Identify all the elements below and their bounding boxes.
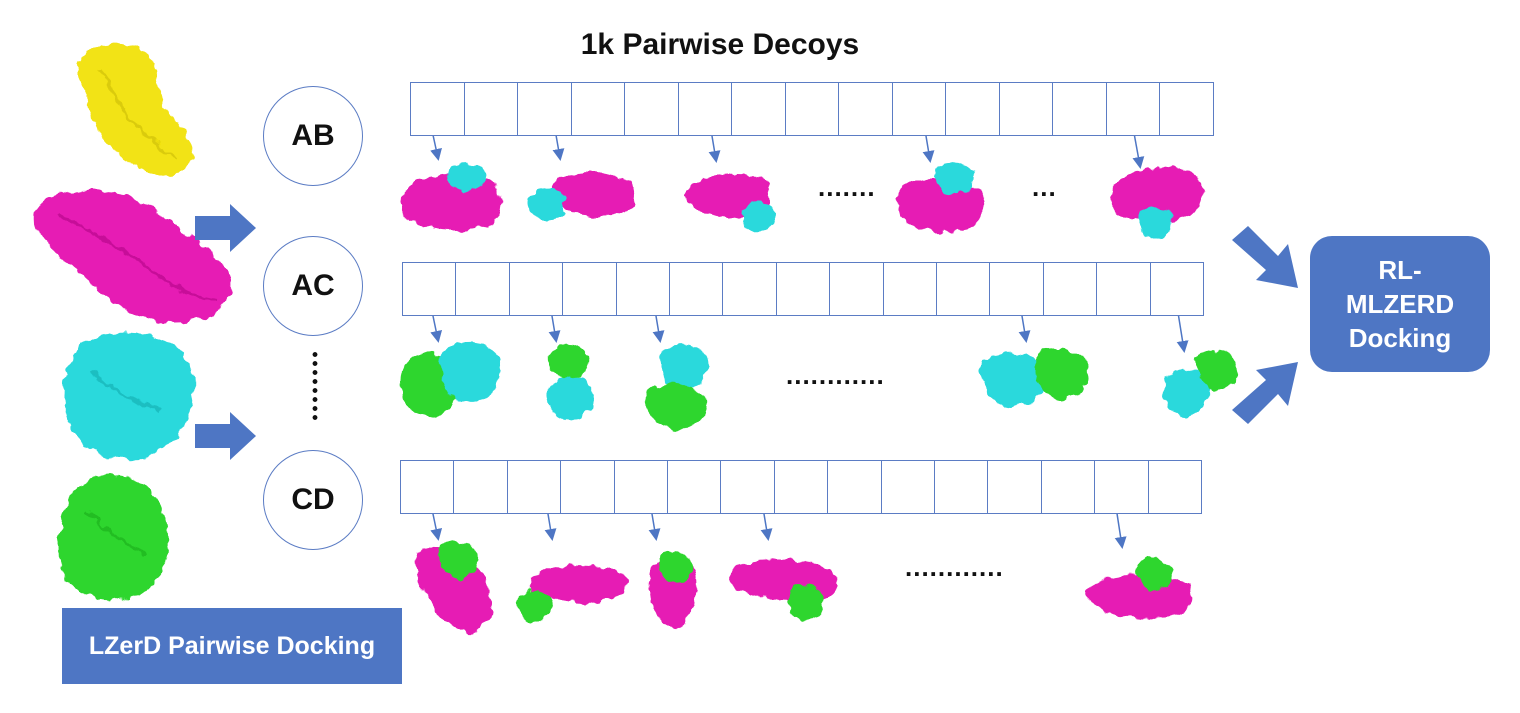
decoy-row-ac bbox=[402, 262, 1204, 316]
pair-circle-ab: AB bbox=[263, 86, 363, 186]
rl-mlzerd-docking-box: RL- MLZERD Docking bbox=[1310, 236, 1490, 372]
rl-box-line1: RL- bbox=[1378, 255, 1422, 285]
decoy-row-ab bbox=[410, 82, 1214, 136]
vertical-ellipsis bbox=[312, 350, 318, 422]
ellipsis-ac: ............ bbox=[786, 360, 885, 390]
arrow-right-icon bbox=[195, 204, 256, 460]
protein-cyan-icon bbox=[64, 332, 195, 459]
pair-label-ac: AC bbox=[291, 269, 335, 302]
pair-label-ab: AB bbox=[291, 119, 335, 152]
diagram-title: 1k Pairwise Decoys bbox=[580, 28, 860, 61]
protein-green-icon bbox=[59, 474, 169, 601]
decoy-complexes-cd bbox=[414, 541, 1194, 634]
protein-yellow-icon bbox=[77, 43, 192, 175]
lzerd-pairwise-docking-box: LZerD Pairwise Docking bbox=[62, 608, 402, 684]
pair-circle-cd: CD bbox=[263, 450, 363, 550]
protein-magenta-icon bbox=[33, 189, 232, 324]
ellipsis-ab-extra: ... bbox=[1032, 172, 1057, 202]
decoy-complexes-ab bbox=[401, 163, 1203, 239]
arrow-right-icon bbox=[1232, 226, 1298, 424]
decoy-row-cd bbox=[400, 460, 1202, 514]
ellipsis-ab: ....... bbox=[818, 172, 876, 202]
ellipsis-cd: ............ bbox=[905, 552, 1004, 582]
decoy-complexes-ac bbox=[401, 341, 1239, 430]
pair-label-cd: CD bbox=[291, 483, 335, 516]
rl-box-line2: MLZERD bbox=[1345, 289, 1455, 319]
pair-circle-ac: AC bbox=[263, 236, 363, 336]
rl-box-line3: Docking bbox=[1348, 323, 1452, 353]
